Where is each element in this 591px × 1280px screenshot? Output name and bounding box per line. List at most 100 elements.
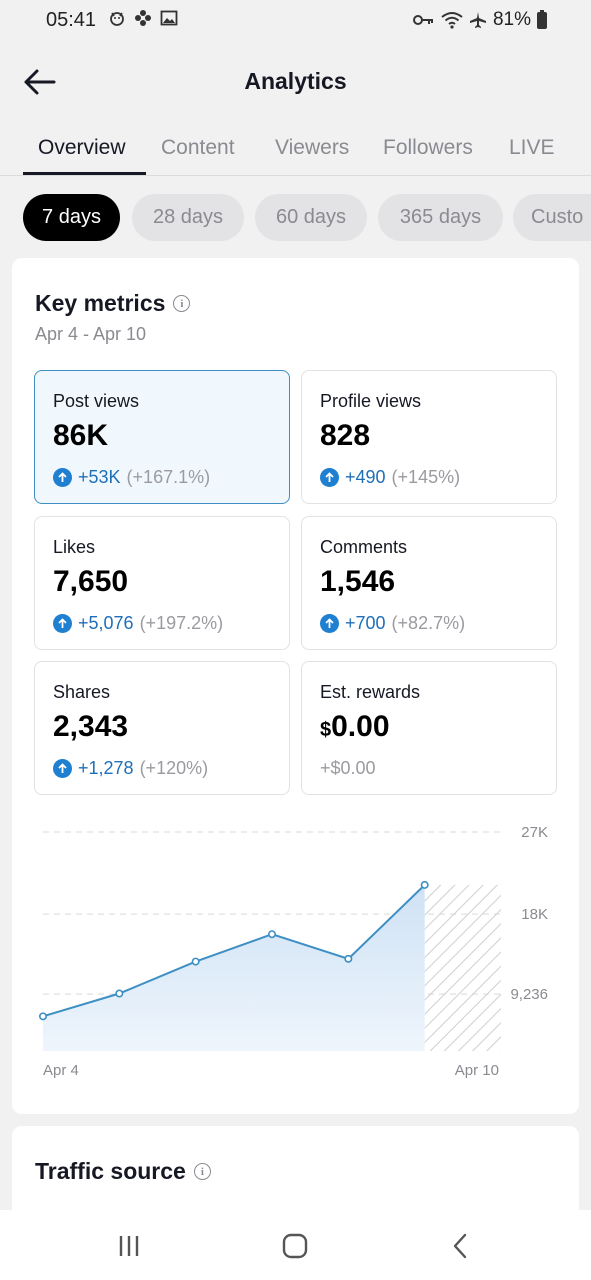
active-tab-indicator xyxy=(23,172,146,175)
metric-value: 7,650 xyxy=(53,565,129,598)
x-tick-label: Apr 4 xyxy=(43,1062,79,1079)
data-point xyxy=(344,954,353,963)
metric-value: $0.00 xyxy=(320,710,390,744)
home-icon xyxy=(282,1233,308,1259)
metric-change: +490 (+145%) xyxy=(320,467,460,488)
metric-percent: (+197.2%) xyxy=(139,613,224,633)
metric-comments[interactable]: Comments 1,546 +700 (+82.7%) xyxy=(301,516,557,650)
notification-icons xyxy=(108,9,178,27)
currency-symbol: $ xyxy=(320,719,332,741)
series-line xyxy=(42,884,426,1018)
metric-label: Comments xyxy=(320,537,408,557)
data-point xyxy=(420,880,429,889)
key-metrics-heading: Key metrics i xyxy=(35,290,191,317)
metric-percent: (+167.1%) xyxy=(126,467,211,487)
data-point xyxy=(38,1012,47,1021)
tab-live[interactable]: LIVE xyxy=(509,136,555,159)
metric-delta: +53K xyxy=(78,467,121,487)
analytics-tabs: Overview Content Viewers Followers LIVE xyxy=(0,120,591,176)
metric-post-views[interactable]: Post views 86K +53K (+167.1%) xyxy=(34,370,290,504)
recent-apps-button[interactable] xyxy=(114,1232,144,1260)
metric-label: Likes xyxy=(53,537,96,557)
y-tick-label: 18K xyxy=(521,906,548,923)
metric-percent: (+120%) xyxy=(139,758,209,778)
data-point xyxy=(115,989,124,998)
range-365-days[interactable]: 365 days xyxy=(378,194,503,241)
traffic-source-heading: Traffic source i xyxy=(35,1158,211,1185)
metric-delta: +5,076 xyxy=(78,613,134,633)
metric-value: 1,546 xyxy=(320,565,396,598)
page-title: Analytics xyxy=(244,68,347,94)
metric-percent: (+82.7%) xyxy=(391,613,466,633)
tab-viewers[interactable]: Viewers xyxy=(275,136,350,159)
data-point xyxy=(267,930,276,939)
info-icon[interactable]: i xyxy=(173,295,191,312)
arrow-up-circle-icon xyxy=(53,614,72,633)
metric-value: 2,343 xyxy=(53,710,129,743)
arrow-up-circle-icon xyxy=(53,468,72,487)
home-button[interactable] xyxy=(280,1232,310,1260)
metric-percent: (+145%) xyxy=(391,467,461,487)
battery-level: 81% xyxy=(492,9,531,30)
system-navigation-bar xyxy=(0,1210,591,1280)
metric-label: Profile views xyxy=(320,391,422,411)
range-60-days[interactable]: 60 days xyxy=(255,194,367,241)
range-7-days[interactable]: 7 days xyxy=(23,194,120,241)
metric-delta: +1,278 xyxy=(78,758,134,778)
metric-change: +700 (+82.7%) xyxy=(320,613,465,634)
data-point xyxy=(191,957,200,966)
info-icon[interactable]: i xyxy=(193,1163,211,1180)
image-icon xyxy=(160,10,178,26)
tab-content[interactable]: Content xyxy=(161,136,235,159)
y-tick-label: 27K xyxy=(521,824,548,841)
x-tick-label: Apr 10 xyxy=(455,1062,499,1079)
metric-amount: 0.00 xyxy=(331,710,390,743)
recent-apps-icon xyxy=(119,1236,139,1256)
metric-shares[interactable]: Shares 2,343 +1,278 (+120%) xyxy=(34,661,290,795)
tab-followers[interactable]: Followers xyxy=(383,136,473,159)
y-tick-label: 9,236 xyxy=(510,986,548,1003)
metric-label: Post views xyxy=(53,391,140,411)
key-metrics-title: Key metrics xyxy=(35,290,166,316)
metric-change: +$0.00 xyxy=(320,758,376,779)
airplane-mode-icon xyxy=(469,12,486,28)
status-bar: 05:41 81% xyxy=(0,0,591,44)
back-nav-button[interactable] xyxy=(446,1232,476,1260)
metric-delta: +$0.00 xyxy=(320,758,376,778)
metric-change: +53K (+167.1%) xyxy=(53,467,210,488)
metric-delta: +490 xyxy=(345,467,386,487)
range-28-days[interactable]: 28 days xyxy=(132,194,244,241)
range-custom[interactable]: Custo xyxy=(513,194,591,241)
flower-icon xyxy=(135,10,151,26)
arrow-up-circle-icon xyxy=(320,468,339,487)
arrow-left-icon xyxy=(24,69,56,95)
date-range-label: Apr 4 - Apr 10 xyxy=(35,324,147,344)
traffic-source-title: Traffic source xyxy=(35,1158,186,1184)
tab-overview[interactable]: Overview xyxy=(38,136,126,159)
chevron-left-icon xyxy=(453,1233,467,1259)
post-views-chart: 27K 18K 9,236 Apr 4 Apr 10 xyxy=(38,824,548,1079)
metric-change: +5,076 (+197.2%) xyxy=(53,613,223,634)
app-header: Analytics xyxy=(0,44,591,120)
battery-icon xyxy=(537,9,547,29)
app-notification-icon xyxy=(110,12,124,26)
arrow-up-circle-icon xyxy=(53,759,72,778)
key-metrics-card: Key metrics i Apr 4 - Apr 10 Post views … xyxy=(12,258,579,1114)
metric-delta: +700 xyxy=(345,613,386,633)
date-range-selector: 7 days 28 days 60 days 365 days Custo xyxy=(0,194,591,242)
incomplete-day-hatch xyxy=(424,884,501,1051)
metric-label: Est. rewards xyxy=(320,682,421,702)
wifi-icon xyxy=(441,12,463,29)
status-time: 05:41 xyxy=(46,9,97,31)
metric-likes[interactable]: Likes 7,650 +5,076 (+197.2%) xyxy=(34,516,290,650)
metric-value: 86K xyxy=(53,419,109,452)
system-icons: 81% xyxy=(412,9,547,31)
arrow-up-circle-icon xyxy=(320,614,339,633)
metric-value: 828 xyxy=(320,419,371,452)
metric-profile-views[interactable]: Profile views 828 +490 (+145%) xyxy=(301,370,557,504)
vpn-key-icon xyxy=(412,15,433,25)
metric-label: Shares xyxy=(53,682,111,702)
metric-est-rewards[interactable]: Est. rewards $0.00 +$0.00 xyxy=(301,661,557,795)
metric-change: +1,278 (+120%) xyxy=(53,758,208,779)
back-button[interactable] xyxy=(22,64,62,100)
